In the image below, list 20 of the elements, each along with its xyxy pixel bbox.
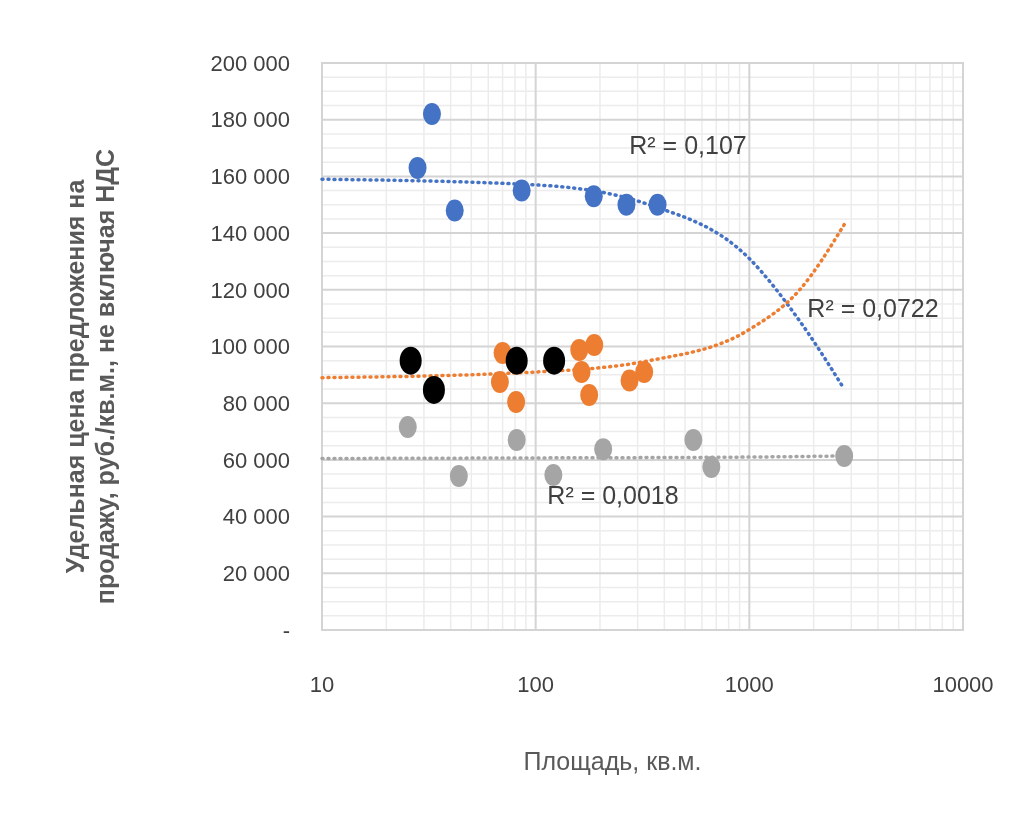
y-tick-label: 120 000	[210, 277, 290, 303]
x-tick-label: 10	[309, 672, 335, 697]
annotation: R² = 0,107	[629, 130, 747, 159]
x-tick-label: 1000	[724, 672, 774, 697]
x-tick-label: 100	[517, 672, 555, 697]
x-tick-label: 10000	[932, 672, 994, 697]
y-axis-title: Удельная цена предложения на продажу, руб./кв.м., не включая НДС	[61, 148, 119, 605]
y-tick-label: 40 000	[222, 504, 290, 530]
annotation: R² = 0,0722	[807, 293, 939, 322]
y-tick-label: 20 000	[222, 561, 290, 586]
x-axis-title: Площадь, кв.м.	[523, 747, 702, 775]
y-tick-label: 200 000	[210, 50, 290, 76]
annotation: R² = 0,0018	[547, 480, 679, 509]
y-tick-label: 80 000	[222, 390, 290, 416]
y-tick-label: 160 000	[210, 164, 290, 190]
y-tick-label: 140 000	[210, 220, 290, 246]
y-tick-label: 180 000	[210, 107, 290, 133]
y-tick-label: 60 000	[222, 447, 290, 473]
y-tick-label: -	[282, 617, 290, 643]
y-tick-label: 100 000	[210, 334, 290, 360]
